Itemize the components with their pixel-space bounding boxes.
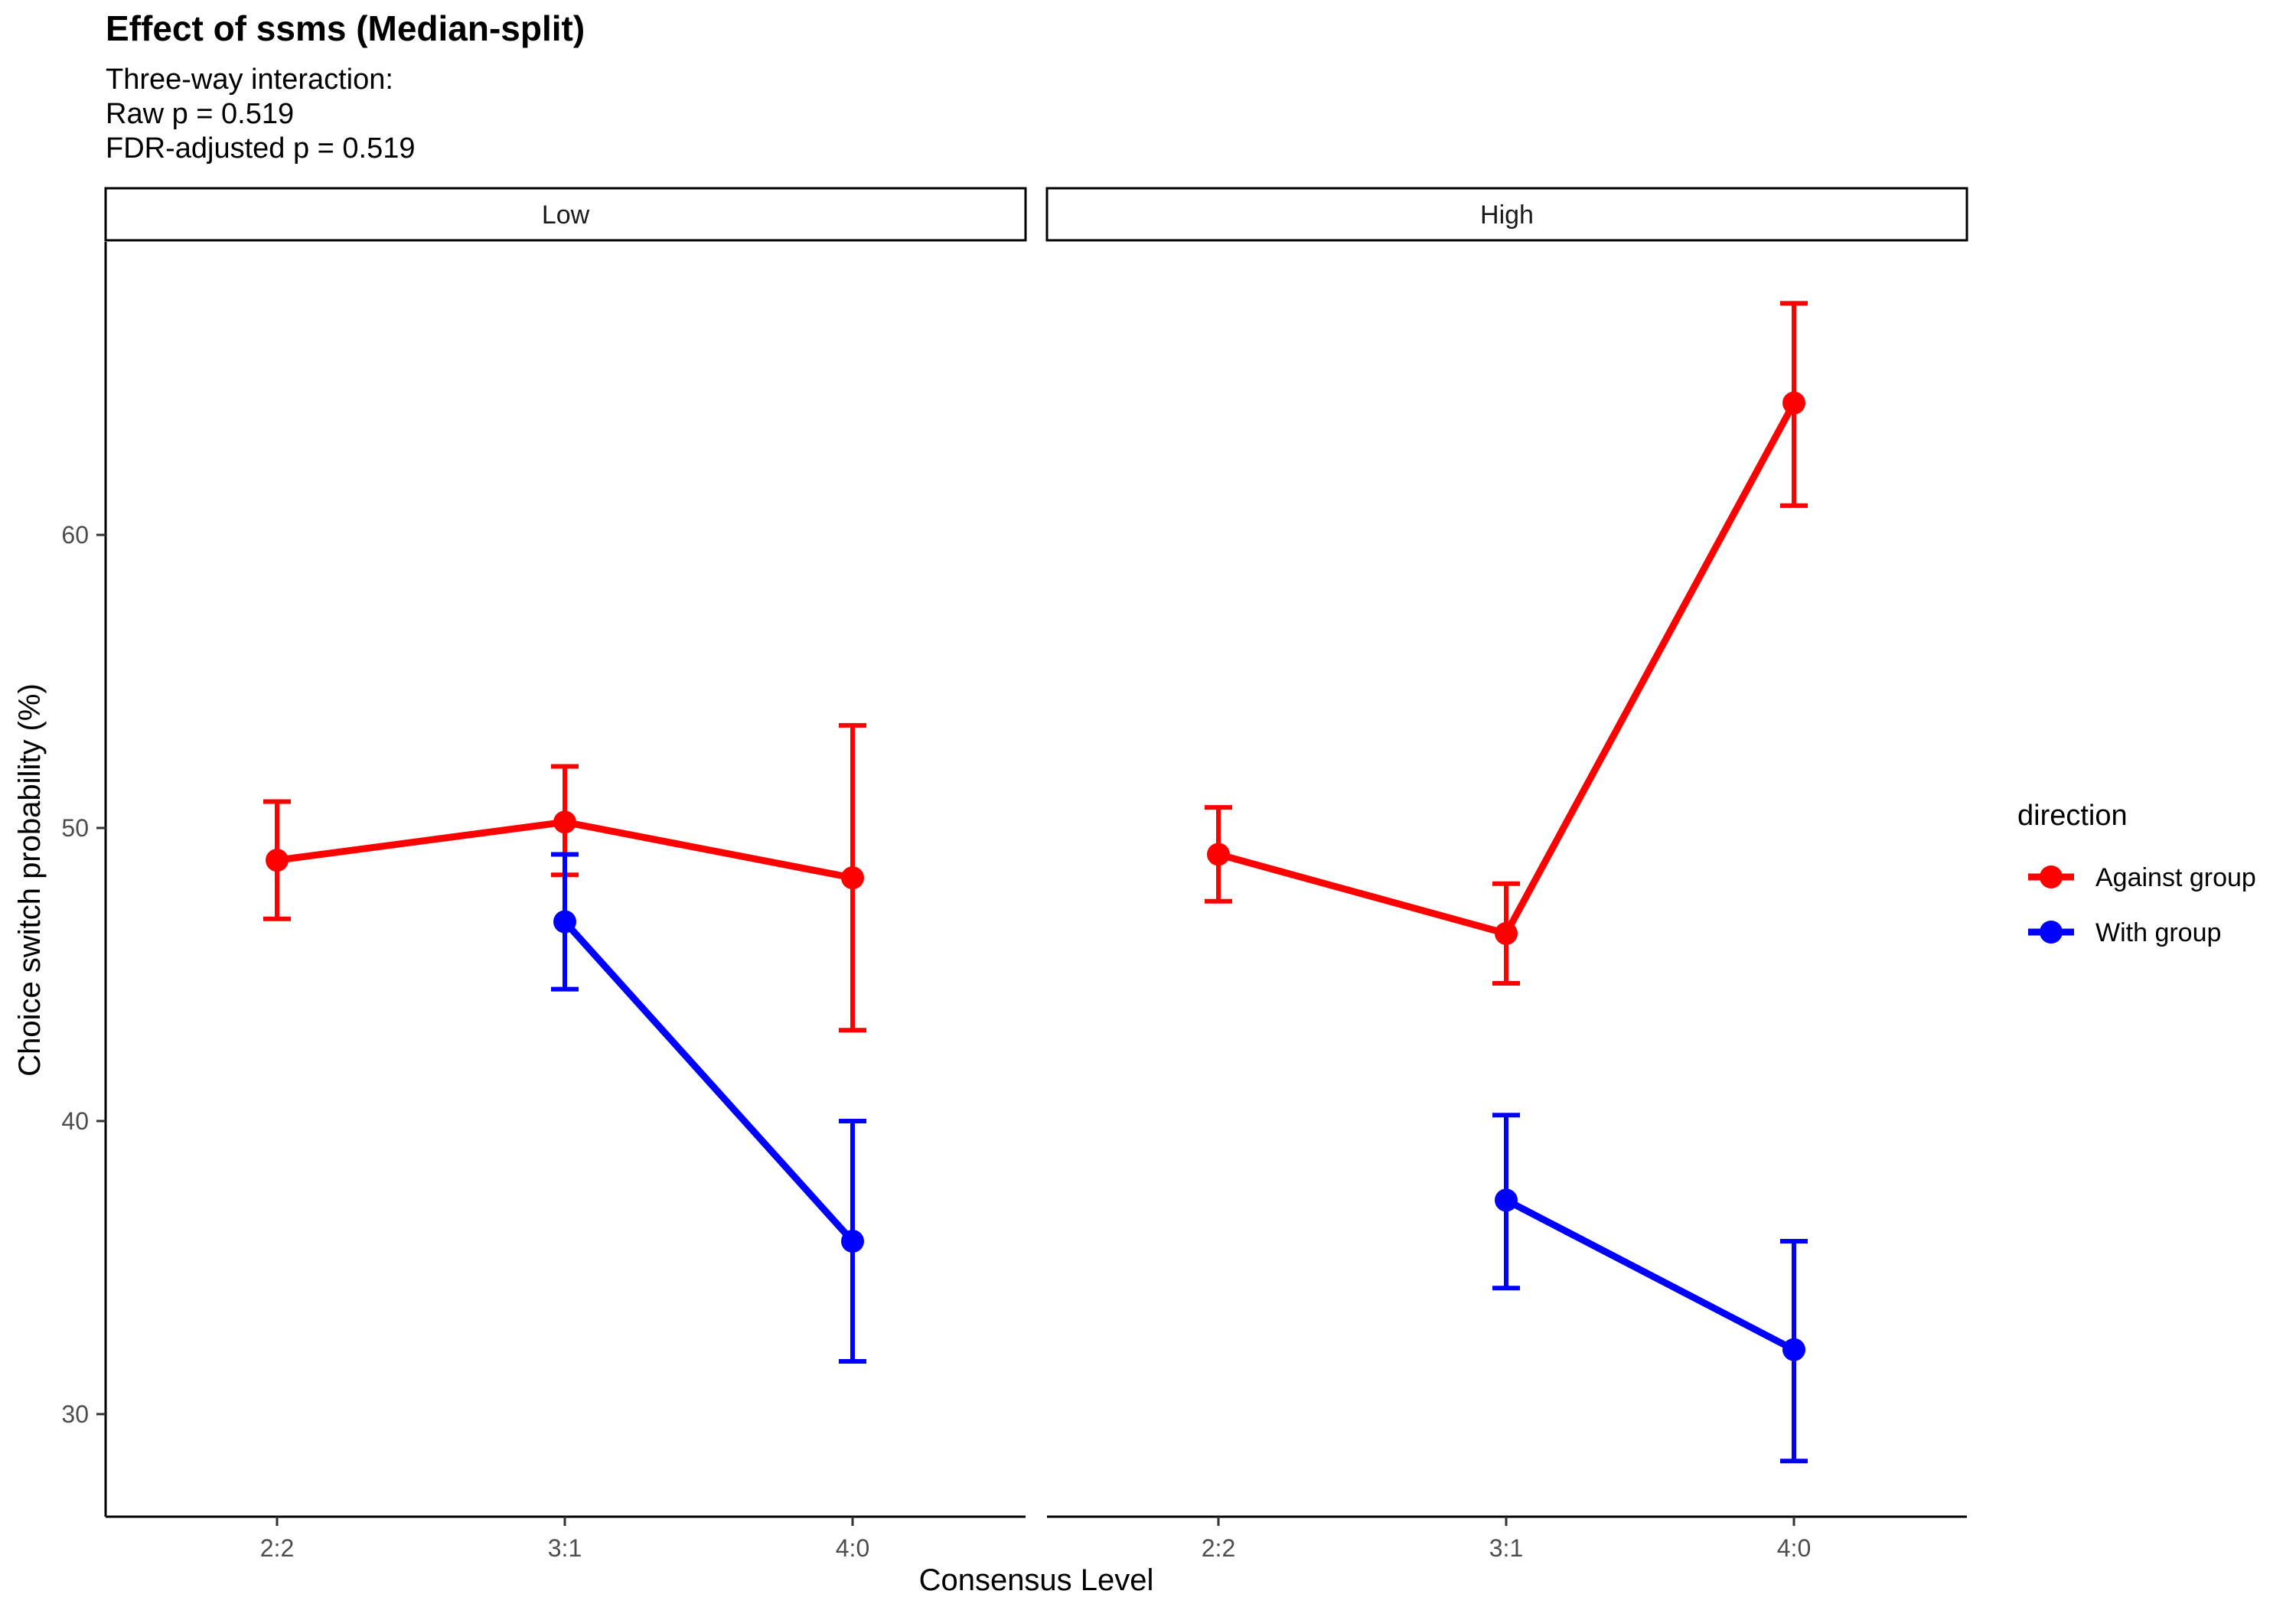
facet-strip-label-high: High xyxy=(1480,200,1534,230)
y-axis-title: Choice switch probability (%) xyxy=(13,683,47,1077)
series-line xyxy=(1217,401,1797,937)
series-line xyxy=(1504,1197,1796,1353)
legend-label: With group xyxy=(2095,918,2221,947)
subtitle-line-fdr-p: FDR-adjusted p = 0.519 xyxy=(106,132,416,165)
legend-key-point xyxy=(2040,921,2063,944)
facet-strip-high xyxy=(1045,187,1968,242)
chart-subtitle: Three-way interaction: Raw p = 0.519 FDR… xyxy=(106,63,416,166)
subtitle-line-raw-p: Raw p = 0.519 xyxy=(106,98,295,130)
x-tick-label: 2:2 xyxy=(260,1534,294,1562)
data-point xyxy=(1782,1338,1805,1361)
x-tick-label: 4:0 xyxy=(1777,1534,1811,1562)
series-line xyxy=(562,919,856,1244)
data-point xyxy=(553,810,576,834)
data-point xyxy=(1495,1188,1518,1212)
subtitle-line-interaction: Three-way interaction: xyxy=(106,64,393,96)
y-tick-label: 30 xyxy=(61,1400,89,1428)
facet-panel-high: High 2:2 3:1 4:0 xyxy=(1045,187,1968,1562)
y-tick-label: 50 xyxy=(61,814,89,842)
legend-key-point xyxy=(2040,865,2063,888)
series-high-with-group xyxy=(1492,1113,1808,1464)
data-point xyxy=(266,849,289,872)
data-point xyxy=(1207,843,1230,866)
legend-label: Against group xyxy=(2095,863,2256,892)
facet-panel-low: Low 2:2 3:1 4:0 xyxy=(104,187,1027,1562)
data-point xyxy=(553,910,576,934)
x-tick-label: 2:2 xyxy=(1202,1534,1235,1562)
y-tick-label: 60 xyxy=(61,521,89,549)
x-tick-label: 3:1 xyxy=(548,1534,582,1562)
x-axis-title: Consensus Level xyxy=(919,1563,1154,1597)
legend-item: Against group xyxy=(2028,863,2256,892)
chart-title: Effect of ssms (Median-split) xyxy=(106,8,585,48)
facet-strip-low xyxy=(104,187,1027,242)
x-tick-label: 4:0 xyxy=(836,1534,869,1562)
data-point xyxy=(841,866,864,890)
facet-strip-label-low: Low xyxy=(542,200,590,230)
data-point xyxy=(1782,391,1805,415)
series-low-with-group xyxy=(551,852,866,1364)
series-low-against-group xyxy=(263,722,866,1033)
x-tick-label: 3:1 xyxy=(1489,1534,1523,1562)
legend-title: direction xyxy=(2017,800,2128,832)
legend-item: With group xyxy=(2028,918,2221,947)
data-point xyxy=(841,1229,864,1253)
y-tick-label: 40 xyxy=(61,1107,89,1135)
data-point xyxy=(1495,921,1518,945)
series-high-against-group xyxy=(1205,301,1808,986)
